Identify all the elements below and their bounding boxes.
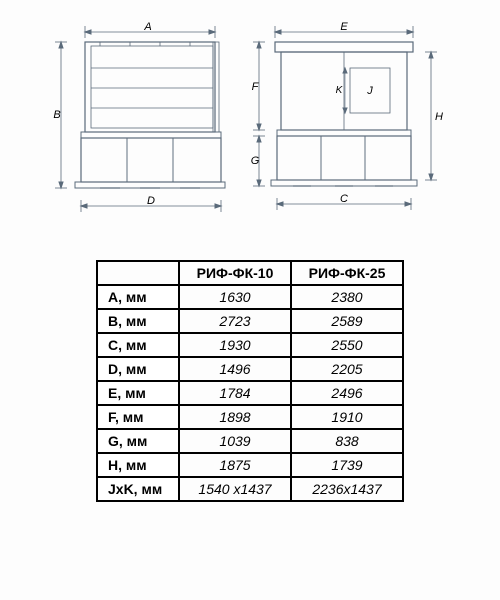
table-row: A, мм16302380: [97, 285, 403, 309]
table-row: JxK, мм1540 x14372236x1437: [97, 477, 403, 501]
table-body: A, мм16302380 B, мм27232589 C, мм1930255…: [97, 285, 403, 501]
table-row: H, мм18751739: [97, 453, 403, 477]
dim-label-F: F: [252, 81, 260, 93]
dim-label-H: H: [435, 111, 443, 123]
table-row: F, мм18981910: [97, 405, 403, 429]
table-row: D, мм14962205: [97, 357, 403, 381]
table-row: E, мм17842496: [97, 381, 403, 405]
dim-label-A: A: [143, 21, 151, 33]
dim-label-C: C: [340, 193, 348, 205]
dim-label-J: J: [366, 85, 373, 97]
front-view-drawing: A: [45, 20, 235, 220]
technical-drawings: A: [20, 20, 480, 220]
table-row: G, мм1039838: [97, 429, 403, 453]
dim-label-D: D: [147, 195, 155, 207]
table-header-col2: РИФ-ФК-25: [291, 261, 403, 285]
dim-label-G: G: [251, 155, 260, 167]
table-header-blank: [97, 261, 179, 285]
dim-label-E: E: [340, 21, 348, 33]
dim-label-B: B: [53, 109, 60, 121]
table-header-col1: РИФ-ФК-10: [179, 261, 291, 285]
table-row: B, мм27232589: [97, 309, 403, 333]
dim-label-K: K: [336, 85, 344, 96]
table-row: C, мм19302550: [97, 333, 403, 357]
dimensions-table: РИФ-ФК-10 РИФ-ФК-25 A, мм16302380 B, мм2…: [96, 260, 404, 502]
side-view-drawing: E J K: [245, 20, 455, 220]
